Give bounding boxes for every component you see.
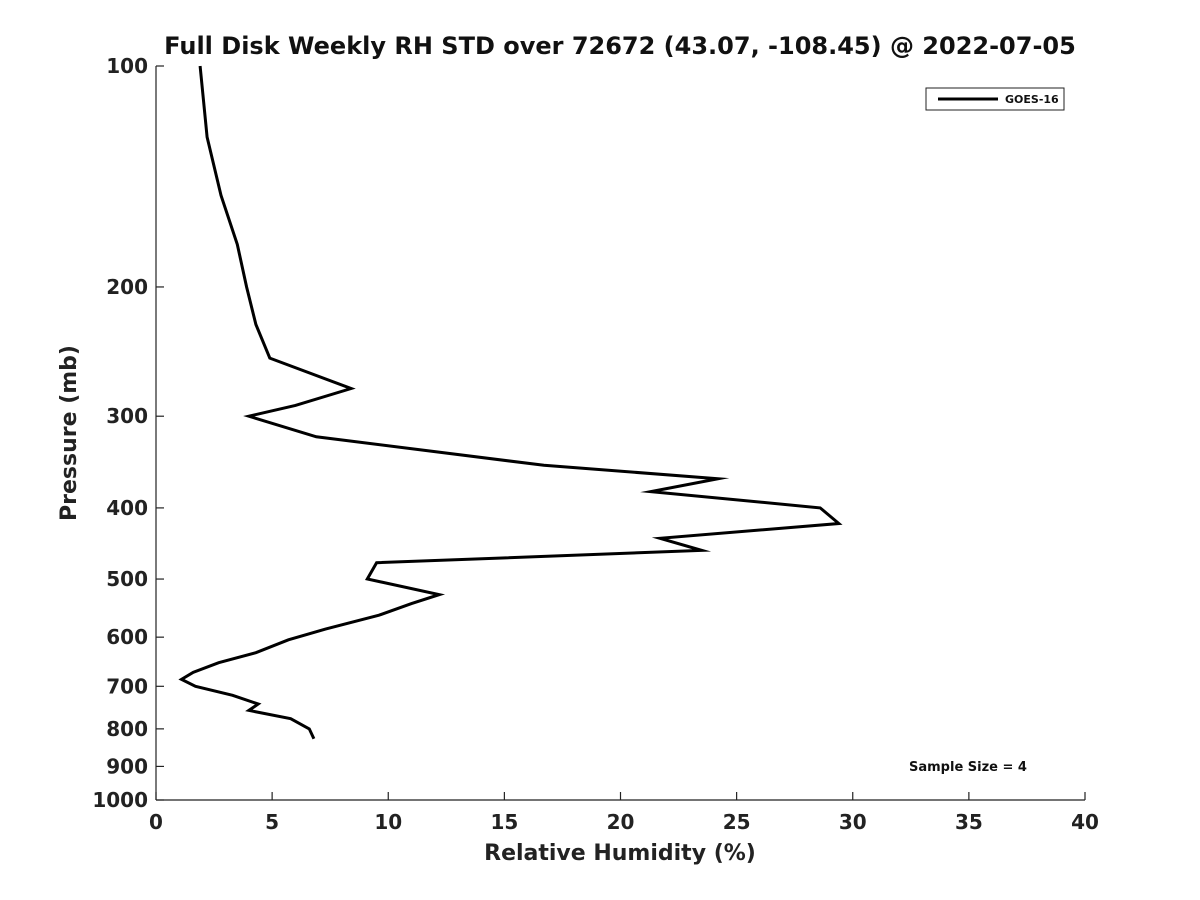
chart-title: Full Disk Weekly RH STD over 72672 (43.0… xyxy=(164,32,1076,60)
y-tick-label: 900 xyxy=(106,754,148,778)
legend-label-goes-16: GOES-16 xyxy=(1005,93,1059,106)
x-tick-label: 15 xyxy=(490,810,518,834)
series-layer xyxy=(178,65,843,740)
x-tick-label: 5 xyxy=(265,810,279,834)
x-tick-label: 25 xyxy=(723,810,751,834)
x-ticks: 0 5 10 15 20 25 30 35 40 xyxy=(149,792,1099,834)
y-axis-label: Pressure (mb) xyxy=(57,345,82,521)
legend: GOES-16 xyxy=(925,87,1065,111)
x-tick-label: 40 xyxy=(1071,810,1099,834)
y-tick-label: 400 xyxy=(106,496,148,520)
x-tick-label: 0 xyxy=(149,810,163,834)
x-axis-label: Relative Humidity (%) xyxy=(484,841,756,866)
y-tick-label: 500 xyxy=(106,567,148,591)
x-tick-label: 35 xyxy=(955,810,983,834)
series-line-goes-16 xyxy=(178,65,843,740)
y-tick-label: 300 xyxy=(106,404,148,428)
y-tick-label: 200 xyxy=(106,275,148,299)
x-tick-label: 10 xyxy=(374,810,402,834)
y-tick-label: 800 xyxy=(106,717,148,741)
y-tick-label: 700 xyxy=(106,674,148,698)
y-tick-label: 1000 xyxy=(92,788,148,812)
axes xyxy=(155,66,1085,801)
y-tick-label: 100 xyxy=(106,54,148,78)
sample-size-annotation: Sample Size = 4 xyxy=(909,760,1027,775)
y-tick-label: 600 xyxy=(106,625,148,649)
x-tick-label: 30 xyxy=(839,810,867,834)
x-tick-label: 20 xyxy=(607,810,635,834)
y-ticks: 100 200 300 400 500 600 700 800 900 1000 xyxy=(92,54,164,812)
